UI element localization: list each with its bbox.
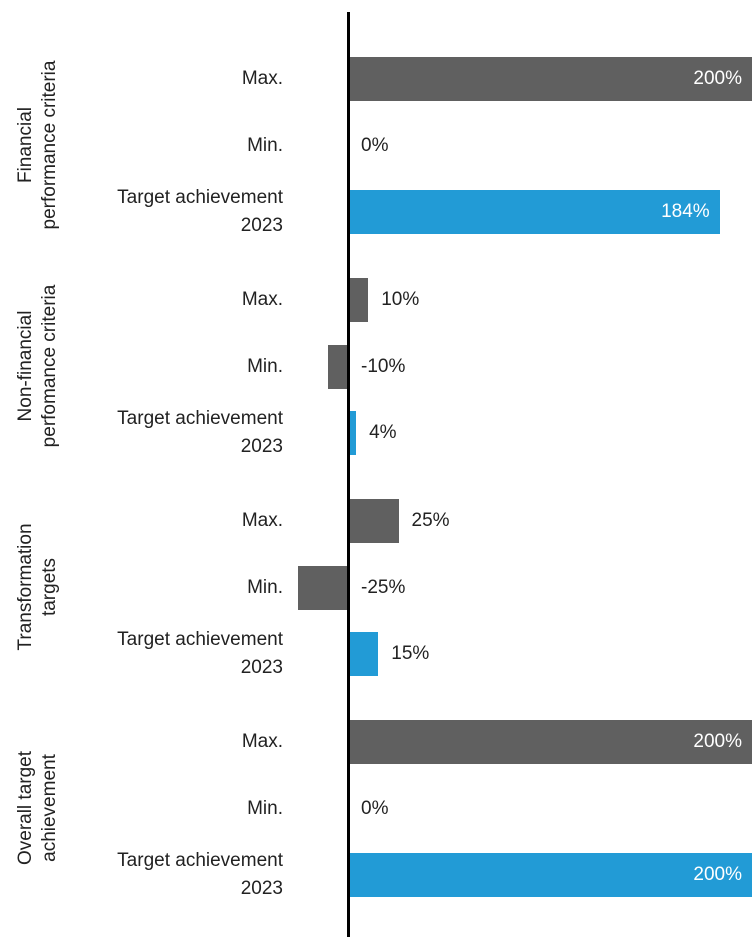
axis-line — [346, 12, 350, 937]
category-label: Max. — [241, 731, 283, 752]
bar — [348, 720, 752, 764]
value-label: 200% — [693, 731, 742, 752]
group-label: Transformation targets — [15, 523, 60, 651]
value-label: 200% — [693, 864, 742, 885]
category-label: Min. — [247, 576, 283, 598]
bar — [348, 853, 752, 897]
category-label: Target achievement 2023 — [117, 850, 283, 899]
category-label: Target achievement 2023 — [117, 408, 283, 457]
bar — [348, 278, 369, 322]
value-label: -25% — [361, 576, 406, 598]
category-label: Min. — [247, 134, 283, 156]
bar — [348, 411, 357, 455]
value-label: 25% — [411, 510, 450, 531]
category-label: Max. — [241, 289, 283, 310]
bar — [348, 632, 379, 676]
category-label: Max. — [241, 68, 283, 89]
value-label: 0% — [361, 797, 389, 819]
value-label: 200% — [693, 68, 742, 89]
group-label: Financial performance criteria — [15, 60, 60, 230]
category-label: Target achievement 2023 — [117, 629, 283, 678]
value-label: 0% — [361, 134, 389, 156]
value-label: 4% — [369, 422, 397, 443]
bar — [348, 57, 752, 101]
category-label: Max. — [241, 510, 283, 531]
value-label: 10% — [381, 289, 420, 310]
bar — [348, 190, 720, 234]
value-label: -10% — [361, 355, 406, 377]
value-label: 184% — [661, 201, 710, 222]
category-label: Target achievement 2023 — [117, 187, 283, 236]
bar — [348, 499, 399, 543]
group-label: Overall target achievement — [15, 750, 60, 866]
bar — [327, 344, 348, 389]
value-label: 15% — [391, 643, 430, 664]
group-label: Non-financial perfomance criteria — [15, 284, 60, 448]
category-label: Min. — [247, 355, 283, 377]
bar — [297, 565, 348, 610]
category-label: Min. — [247, 797, 283, 819]
